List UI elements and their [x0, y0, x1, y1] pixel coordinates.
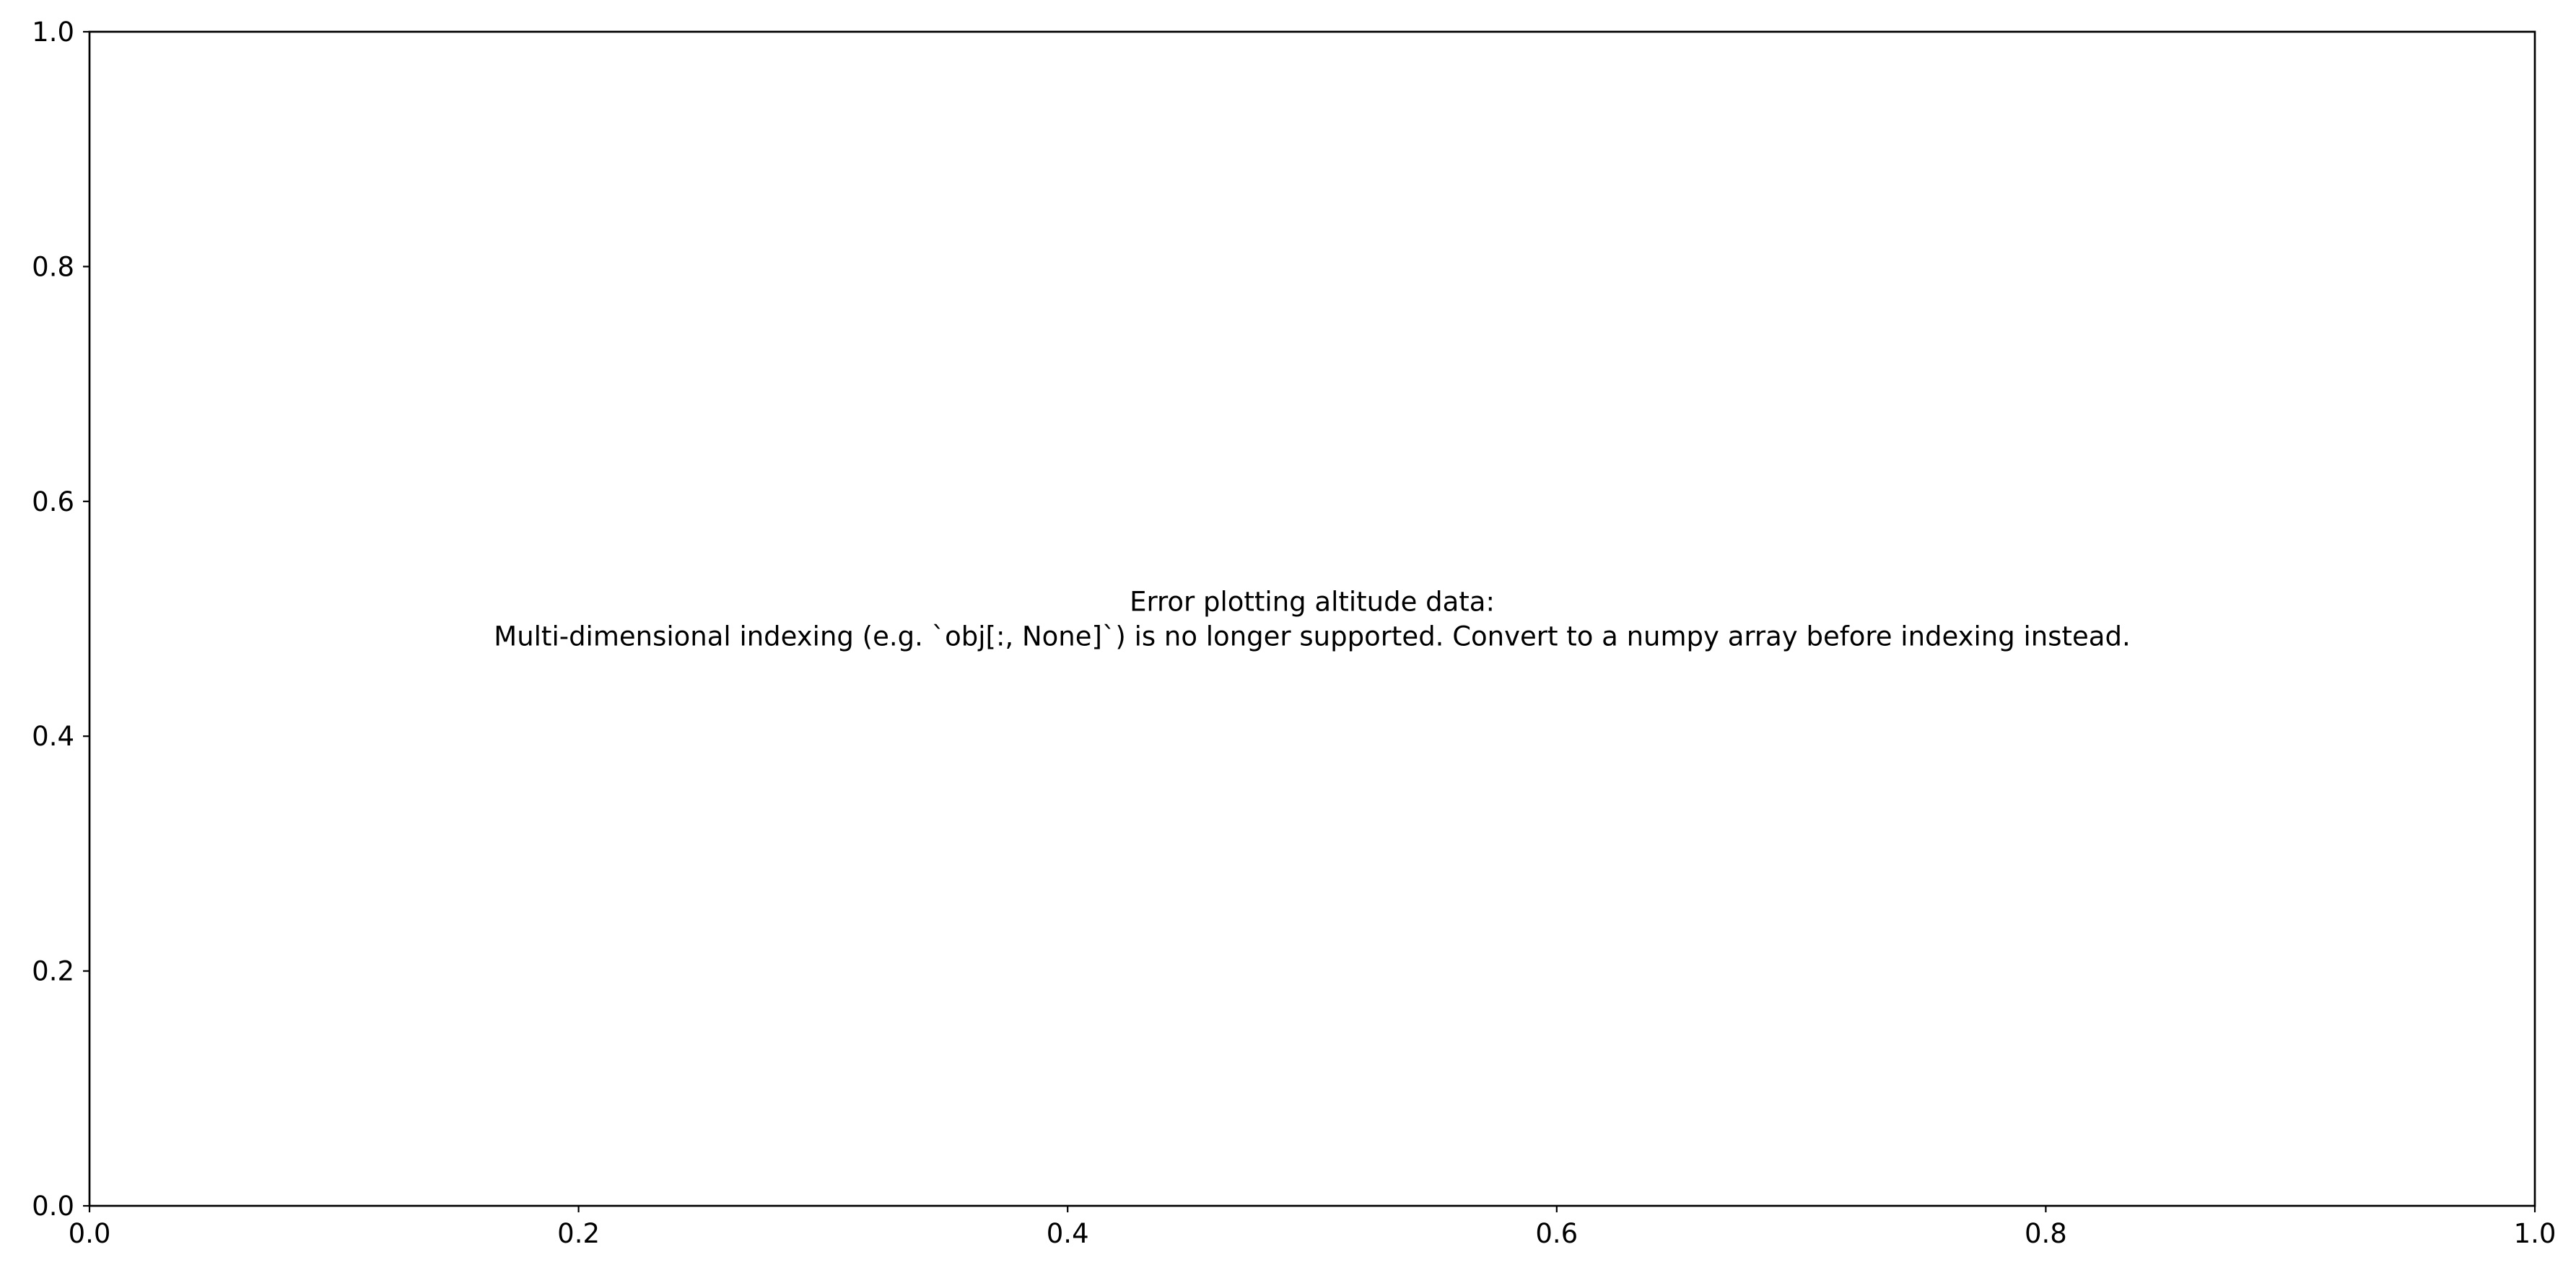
error-message-title: Error plotting altitude data:	[1130, 587, 1495, 618]
x-tick-label: 0.4	[1047, 1218, 1089, 1249]
axes-frame	[88, 30, 2536, 1207]
y-tick-label: 0.6	[32, 486, 74, 517]
error-message-detail: Multi-dimensional indexing (e.g. `obj[:,…	[494, 621, 2130, 652]
y-tick-label: 0.8	[32, 251, 74, 282]
annotation-layer: Error plotting altitude data:Multi-dimen…	[494, 587, 2130, 652]
x-tick-label: 0.2	[557, 1218, 600, 1249]
x-axis-ticks: 0.0 0.2 0.4 0.6 0.8 1.0	[69, 1206, 2557, 1249]
y-tick-label: 0.2	[32, 956, 74, 987]
x-tick-label: 0.6	[1535, 1218, 1578, 1249]
x-tick-label: 0.8	[2025, 1218, 2067, 1249]
y-tick-label: 1.0	[32, 17, 74, 48]
x-tick-label: 1.0	[2514, 1218, 2557, 1249]
x-tick-label: 0.0	[69, 1218, 111, 1249]
y-tick-label: 0.0	[32, 1191, 74, 1222]
y-tick-label: 0.4	[32, 721, 74, 752]
y-axis-ticks: 0.0 0.2 0.4 0.6 0.8 1.0	[32, 17, 89, 1222]
